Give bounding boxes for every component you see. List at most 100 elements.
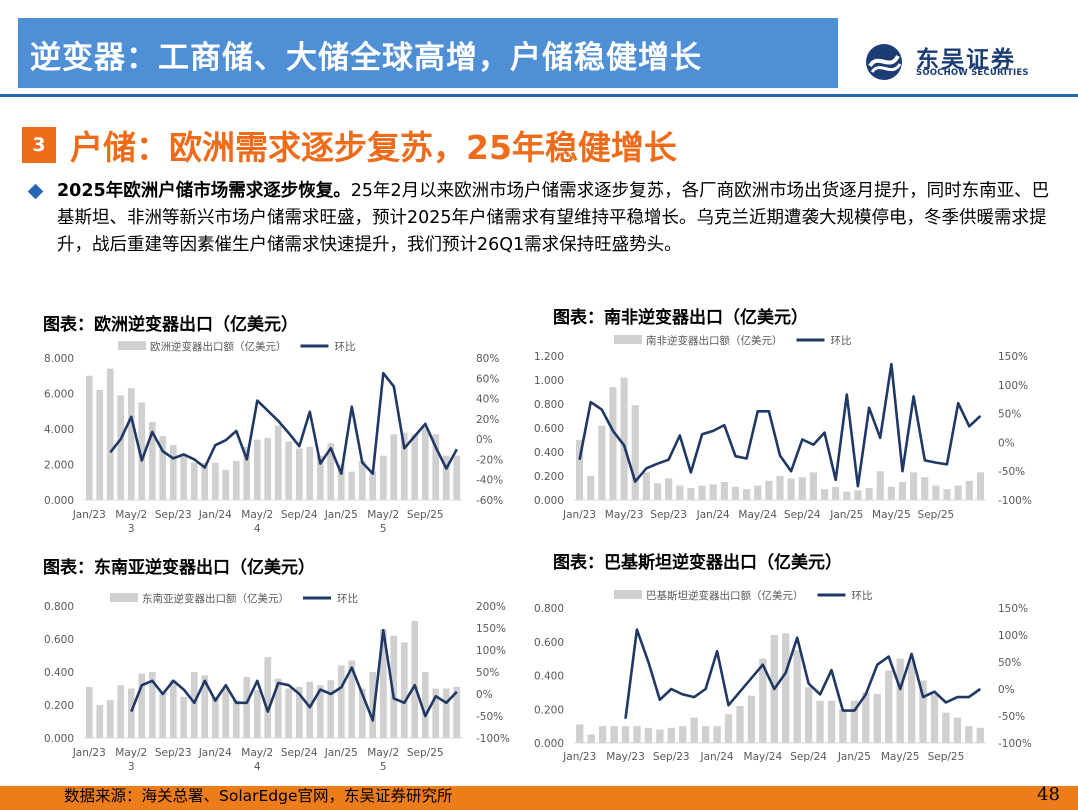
- bar: [316, 685, 324, 738]
- x-tick-label-cont: 4: [254, 523, 261, 535]
- legend-bar-swatch: [110, 593, 138, 602]
- bar: [169, 680, 177, 738]
- y2-tick-label: 50%: [998, 409, 1021, 421]
- x-tick-label: May/24: [744, 751, 783, 763]
- bar: [907, 660, 916, 743]
- y-tick-label: 0.800: [534, 399, 564, 411]
- bar: [942, 712, 950, 743]
- bar: [633, 726, 641, 743]
- bar: [876, 471, 884, 500]
- bar: [96, 389, 104, 500]
- bar: [222, 688, 230, 738]
- x-tick-label: Sep/25: [407, 509, 444, 521]
- y-tick-label: 0.200: [44, 700, 74, 712]
- legend-line-label: 环比: [335, 340, 356, 353]
- bar: [295, 448, 303, 500]
- bar: [679, 726, 687, 743]
- x-tick-label-cont: 3: [128, 523, 135, 535]
- x-tick-label: Jan/24: [696, 509, 730, 521]
- bar: [576, 440, 584, 500]
- y2-tick-label: -20%: [476, 454, 503, 466]
- x-tick-label: Jan/24: [198, 747, 232, 759]
- x-tick-label: May/23: [606, 751, 645, 763]
- y2-tick-label: 100%: [998, 380, 1028, 392]
- bar: [274, 678, 282, 738]
- chart-title-southeast-asia: 图表：东南亚逆变器出口（亿美元）: [43, 558, 315, 578]
- x-tick-label: Sep/24: [790, 751, 827, 763]
- logo-english-name: SOOCHOW SECURITIES: [916, 68, 1029, 78]
- bar: [274, 425, 282, 500]
- bar: [953, 717, 962, 743]
- x-tick-label: May/2: [367, 509, 399, 521]
- y2-tick-label: 0%: [476, 434, 493, 446]
- y-tick-label: 0.000: [44, 495, 74, 507]
- bar: [348, 471, 356, 500]
- chart-title-pakistan: 图表：巴基斯坦逆变器出口（亿美元）: [553, 553, 842, 573]
- bar: [390, 635, 398, 738]
- bar: [620, 377, 628, 500]
- y-tick-label: 0.400: [44, 667, 74, 679]
- bar: [754, 485, 762, 500]
- y2-tick-label: 40%: [476, 394, 499, 406]
- bar: [965, 726, 973, 743]
- company-logo: 东吴证券 SOOCHOW SECURITIES: [864, 38, 1064, 86]
- x-tick-label: May/2: [115, 509, 147, 521]
- bar: [713, 726, 721, 743]
- bar: [400, 642, 408, 738]
- y2-tick-label: -50%: [998, 711, 1025, 723]
- y-tick-label: 0.600: [44, 634, 74, 646]
- y2-tick-label: -50%: [476, 711, 503, 723]
- y-tick-label: 6.000: [44, 389, 74, 401]
- legend-line-label: 环比: [831, 334, 852, 347]
- x-tick-label: Sep/23: [653, 751, 690, 763]
- bar: [747, 695, 756, 743]
- bar: [598, 726, 607, 743]
- legend-bar-label: 南非逆变器出口额（亿美元）: [646, 334, 783, 347]
- x-tick-label: May/24: [738, 509, 777, 521]
- x-tick-label: Jan/23: [72, 509, 106, 521]
- y2-tick-label: 80%: [476, 353, 499, 365]
- y-tick-label: 4.000: [44, 424, 74, 436]
- bar: [243, 446, 251, 500]
- bar: [765, 480, 773, 500]
- bar: [653, 483, 662, 500]
- bar: [724, 714, 733, 743]
- bar: [411, 434, 419, 500]
- bar: [631, 405, 639, 500]
- bar: [709, 484, 717, 500]
- bar: [676, 485, 684, 500]
- x-tick-label: Sep/23: [155, 509, 192, 521]
- x-tick-label: Sep/24: [281, 747, 318, 759]
- bar: [862, 692, 870, 743]
- bar: [442, 688, 450, 738]
- bar: [421, 672, 429, 738]
- y2-tick-label: 200%: [476, 601, 506, 613]
- x-tick-label: Sep/25: [928, 751, 965, 763]
- soochow-logo-icon: [866, 44, 902, 80]
- y-tick-label: 0.200: [534, 704, 564, 716]
- bar: [832, 486, 840, 500]
- bar: [743, 489, 751, 500]
- bar: [148, 672, 156, 738]
- bar: [117, 685, 125, 738]
- x-tick-label: Jan/25: [837, 751, 871, 763]
- y2-tick-label: 150%: [998, 351, 1028, 363]
- bar: [337, 464, 345, 500]
- bar: [96, 705, 104, 738]
- y2-tick-label: -60%: [476, 495, 503, 507]
- x-tick-label: Sep/23: [155, 747, 192, 759]
- bar: [665, 478, 673, 500]
- bar: [690, 717, 698, 743]
- bar: [180, 696, 188, 738]
- bar: [337, 665, 345, 738]
- bar: [698, 485, 706, 500]
- bar: [598, 425, 606, 500]
- y-tick-label: 0.000: [534, 738, 564, 750]
- x-tick-label: May/25: [881, 751, 920, 763]
- bar: [798, 477, 806, 500]
- legend-line-label: 环比: [852, 589, 873, 602]
- bar: [644, 727, 653, 743]
- bar: [609, 387, 617, 500]
- bar: [190, 462, 198, 500]
- bar: [843, 491, 851, 500]
